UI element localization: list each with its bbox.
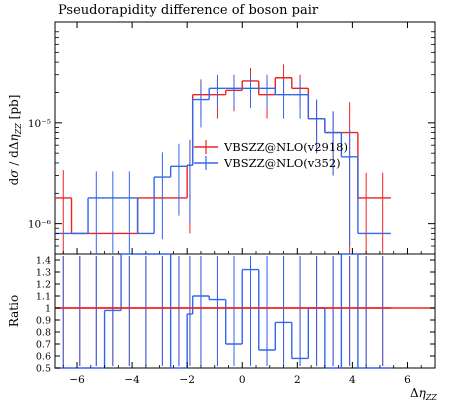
x-tick-label-6: 6	[404, 374, 411, 386]
axes-layer: −6 −4 −2 0 2 4 6 10⁻⁵ 10⁻⁶ 0.50.60.70.80.911.11.2…	[28, 22, 435, 386]
ratio-y-axis-label: Ratio	[7, 295, 21, 327]
legend-label-v2918: VBSZZ@NLO(v2918)	[223, 140, 348, 154]
chart-title: Pseudorapidity difference of boson pair	[58, 3, 319, 18]
ratio-tick-label-9: 1.4	[36, 256, 51, 267]
x-tick-label-3: 0	[239, 374, 246, 386]
ratio-tick-label-4: 0.9	[36, 316, 51, 327]
ratio-tick-label-5: 1	[45, 304, 51, 315]
x-tick-label-5: 4	[349, 374, 356, 386]
legend-entry-v2918: VBSZZ@NLO(v2918)	[194, 140, 348, 154]
y-tick-label-1: 10⁻⁶	[28, 219, 51, 231]
ratio-panel-frame	[54, 253, 436, 369]
ratio-tick-label-3: 0.8	[36, 328, 51, 339]
ratio-tick-label-0: 0.5	[36, 364, 51, 375]
ratio-tick-label-6: 1.1	[36, 292, 51, 303]
x-tick-label-4: 2	[294, 374, 301, 386]
main-panel-frame	[54, 21, 436, 255]
x-axis-label: ΔηZZ	[410, 386, 437, 402]
x-tick-label-0: −6	[69, 374, 85, 386]
legend: VBSZZ@NLO(v2918) VBSZZ@NLO(v352)	[194, 140, 348, 170]
ratio-tick-label-1: 0.6	[36, 352, 51, 363]
main-series-layer	[55, 64, 391, 254]
series-1	[55, 74, 391, 254]
legend-label-v352: VBSZZ@NLO(v352)	[223, 156, 341, 170]
ratio-series-layer	[55, 253, 435, 369]
x-tick-label-2: −2	[179, 374, 194, 386]
y-tick-label-0: 10⁻⁵	[28, 118, 51, 130]
ratio-tick-label-8: 1.3	[36, 268, 51, 279]
ratio-tick-label-2: 0.7	[36, 340, 51, 351]
ratio-tick-label-7: 1.2	[36, 280, 51, 291]
legend-entry-v352: VBSZZ@NLO(v352)	[194, 156, 341, 170]
ratio-series-1	[55, 253, 391, 369]
x-tick-label-1: −4	[124, 374, 140, 386]
y-axis-label: dσ / dΔηZZ [pb]	[7, 95, 23, 186]
